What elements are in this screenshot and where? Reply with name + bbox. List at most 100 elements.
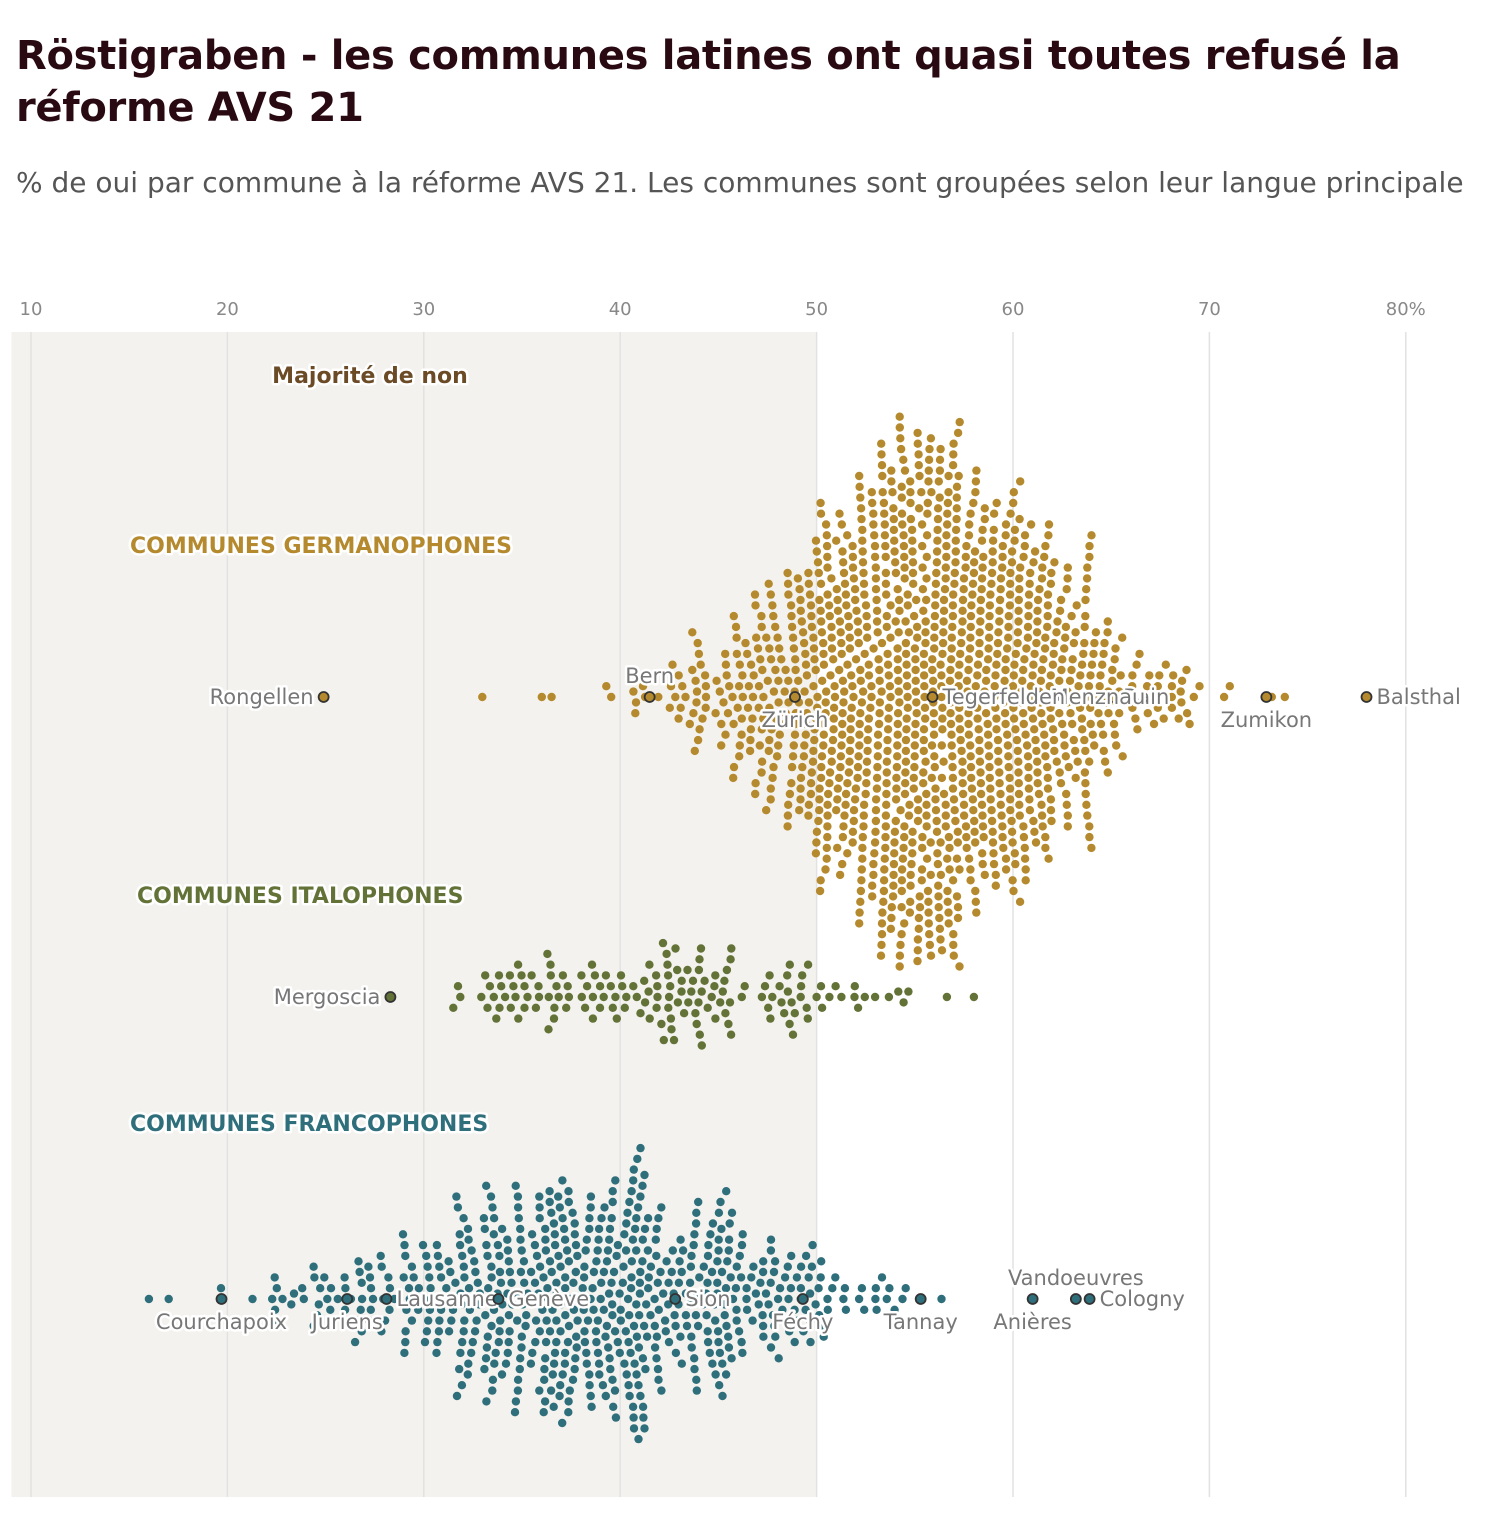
commune-dot (629, 1321, 639, 1331)
commune-dot (1006, 579, 1015, 588)
commune-dot (689, 709, 698, 718)
commune-dot (829, 725, 838, 734)
commune-dot (447, 1316, 456, 1325)
commune-dot (611, 992, 620, 1002)
commune-dot (400, 1240, 409, 1250)
commune-dot (1046, 579, 1056, 588)
commune-dot (995, 606, 1004, 615)
commune-dot (944, 488, 953, 497)
commune-dot (519, 1257, 529, 1266)
commune-dot (495, 1267, 505, 1277)
commune-dot (1003, 741, 1013, 750)
commune-dot (477, 992, 486, 1002)
commune-dot (825, 611, 834, 621)
commune-dot (1049, 649, 1058, 659)
commune-dot (874, 719, 884, 729)
commune-dot (1056, 779, 1066, 788)
commune-dot (953, 428, 963, 438)
commune-dot (856, 665, 865, 675)
commune-dot (829, 714, 838, 723)
commune-dot (769, 1267, 779, 1277)
commune-dot (901, 1284, 910, 1293)
commune-dot (765, 644, 774, 653)
highlight-dot-lausanne (380, 1293, 393, 1305)
commune-dot (914, 450, 923, 459)
commune-dot (803, 960, 813, 969)
commune-dot (1010, 536, 1019, 545)
commune-dot (426, 1284, 435, 1293)
commune-dot (992, 725, 1001, 734)
commune-dot (990, 682, 999, 691)
commune-dot (814, 1284, 823, 1293)
commune-dot (580, 1262, 589, 1271)
commune-dot (870, 531, 879, 540)
commune-dot (918, 585, 928, 594)
commune-dot (1037, 800, 1046, 809)
commune-dot (620, 1003, 629, 1012)
commune-dot (523, 1289, 532, 1298)
commune-dot (758, 665, 767, 675)
commune-dot (1023, 633, 1033, 642)
commune-dot (564, 1197, 573, 1207)
commune-dot (1079, 649, 1088, 659)
commune-dot (693, 638, 702, 648)
commune-dot (1034, 789, 1044, 799)
commune-dot (452, 1391, 462, 1401)
commune-dot (1062, 800, 1072, 809)
commune-dot (927, 488, 936, 497)
commune-dot (832, 585, 841, 594)
commune-dot (926, 951, 936, 960)
commune-dot (1219, 692, 1229, 702)
commune-label-rain: Rain (1123, 685, 1169, 709)
commune-dot (802, 1003, 811, 1012)
commune-dot (548, 1370, 557, 1379)
group-label-italophones: COMMUNES ITALOPHONES (137, 884, 463, 909)
commune-dot (690, 1354, 699, 1363)
commune-dot (299, 1294, 308, 1304)
commune-dot (596, 1294, 605, 1304)
commune-dot (627, 1273, 636, 1282)
commune-dot (1004, 762, 1013, 772)
commune-dot (1078, 725, 1087, 734)
commune-dot (787, 611, 796, 621)
commune-dot (848, 552, 858, 562)
commune-dot (765, 971, 774, 980)
commune-dot (490, 1359, 499, 1368)
commune-dot (711, 1316, 720, 1325)
commune-dot (1108, 676, 1117, 685)
commune-dot (783, 822, 792, 831)
commune-dot (764, 1300, 773, 1309)
commune-dot (544, 1025, 553, 1034)
commune-dot (608, 1300, 617, 1309)
commune-dot (801, 1251, 811, 1261)
commune-dot (1044, 531, 1053, 540)
commune-dot (691, 1311, 701, 1320)
commune-dot (945, 676, 955, 685)
commune-dot (573, 1316, 582, 1325)
commune-dot (846, 714, 856, 723)
commune-dot (632, 1370, 641, 1379)
commune-dot (937, 1294, 946, 1304)
commune-dot (841, 800, 850, 809)
commune-dot (652, 1332, 662, 1341)
commune-dot (1038, 822, 1047, 831)
commune-dot (691, 1289, 701, 1298)
commune-dot (1019, 665, 1028, 675)
commune-dot (652, 1003, 661, 1012)
commune-dot (638, 1235, 647, 1244)
commune-dot (568, 1375, 578, 1385)
commune-dot (677, 1359, 686, 1368)
commune-dot (930, 644, 939, 653)
commune-dot (1055, 606, 1065, 615)
commune-dot (949, 795, 959, 804)
commune-dot (686, 1262, 696, 1271)
commune-dot (973, 671, 982, 680)
commune-dot (1185, 719, 1194, 729)
tick-label-20: 20 (216, 299, 239, 320)
commune-dot (827, 574, 836, 583)
commune-dot (1040, 552, 1049, 562)
commune-dot (701, 703, 710, 712)
commune-dot (862, 757, 872, 766)
commune-dot (505, 971, 515, 980)
commune-dot (707, 992, 716, 1002)
